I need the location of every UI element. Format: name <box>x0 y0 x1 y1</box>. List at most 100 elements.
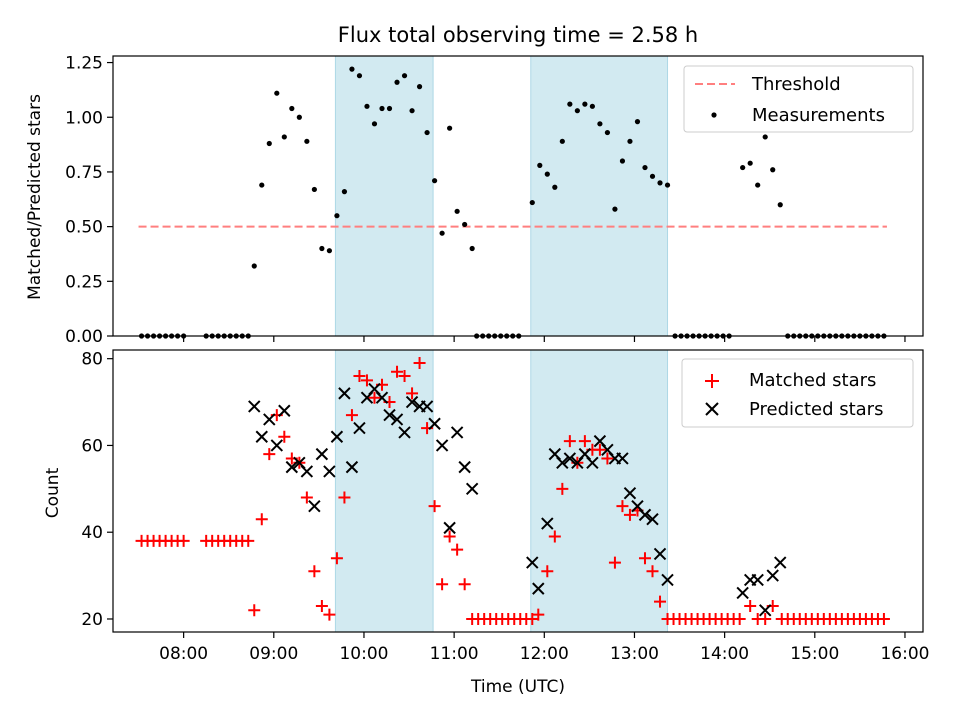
y-tick-label: 0.00 <box>65 327 103 347</box>
predicted-star-point <box>390 413 404 426</box>
measurement-point <box>311 186 317 193</box>
measurement-point <box>770 167 776 173</box>
y-tick-label: 1.25 <box>65 54 103 74</box>
predicted-star-point <box>751 573 764 587</box>
measurement-point <box>762 134 768 140</box>
measurement-point <box>642 164 648 171</box>
matched-star-point <box>353 370 366 383</box>
measurement-point <box>401 73 408 79</box>
matched-star-point <box>759 612 772 625</box>
measurement-point <box>462 221 468 228</box>
predicted-star-point <box>420 400 434 413</box>
predicted-star-point <box>623 486 637 500</box>
predicted-star-point <box>255 430 268 443</box>
matched-star-point <box>646 565 659 578</box>
measurement-point <box>319 245 325 252</box>
top-y-axis-label: Matched/Predicted stars <box>25 94 45 300</box>
measurement-point <box>431 178 438 184</box>
x-tick-label: 15:00 <box>790 644 839 664</box>
matched-star-point <box>541 565 554 578</box>
measurement-point <box>439 230 445 236</box>
matched-star-point <box>360 374 373 387</box>
matched-star-point <box>532 608 545 621</box>
measurement-point <box>544 171 550 177</box>
measurement-point <box>582 101 588 107</box>
measurement-point <box>304 138 310 144</box>
top-legend-box <box>683 65 914 133</box>
bottom-legend-box <box>681 358 914 428</box>
predicted-star-point <box>435 439 449 452</box>
x-tick-label: 12:00 <box>520 644 569 664</box>
predicted-star-point <box>345 460 359 474</box>
predicted-star-point <box>532 582 545 595</box>
x-tick-label: 16:00 <box>880 644 929 664</box>
matched-star-point <box>398 370 411 383</box>
observing-interval-band <box>530 55 669 337</box>
measurement-point <box>371 121 378 127</box>
predicted-star-point <box>248 400 261 413</box>
y-tick-label: 20 <box>81 610 103 630</box>
measurement-point <box>424 129 430 136</box>
predicted-star-point <box>774 556 787 569</box>
matched-star-point <box>526 612 539 625</box>
matched-star-point <box>177 534 190 547</box>
matched-star-point <box>300 491 313 504</box>
measurement-point <box>251 263 257 269</box>
measurement-point <box>334 213 340 219</box>
measurement-point <box>259 182 265 188</box>
matched-star-point <box>263 448 276 461</box>
matched-star-point <box>443 530 456 543</box>
y-tick-label: 60 <box>81 436 103 456</box>
measurement-point <box>634 119 641 125</box>
top-legend: Threshold Measurements <box>683 65 914 133</box>
measurement-point <box>567 101 573 107</box>
predicted-star-point <box>661 573 674 587</box>
matched-star-point <box>578 435 591 448</box>
matched-star-point <box>733 612 746 625</box>
bottom-y-axis-label: Count <box>43 467 63 518</box>
matched-star-point <box>345 409 358 422</box>
predicted-star-point <box>338 387 351 400</box>
measurement-point <box>289 105 295 112</box>
x-tick-label: 14:00 <box>700 644 749 664</box>
y-tick-label: 80 <box>81 350 103 370</box>
matched-star-point <box>338 491 351 504</box>
measurement-point <box>266 140 272 147</box>
observing-interval-band <box>530 349 669 633</box>
matched-star-point <box>428 500 441 513</box>
y-tick-label: 0.50 <box>65 218 103 238</box>
predicted-star-point <box>759 604 772 617</box>
measurement-point <box>612 206 618 212</box>
matched-star-point <box>368 391 381 404</box>
predicted-stars-points <box>248 382 787 617</box>
matched-star-point <box>601 452 614 465</box>
x-axis-label: Time (UTC) <box>470 677 565 697</box>
legend-predicted-swatch <box>705 402 719 416</box>
matched-star-point <box>877 612 890 625</box>
matched-star-point <box>608 556 621 569</box>
observing-interval-band <box>334 55 434 337</box>
measurement-point <box>447 125 453 131</box>
measurement-point <box>574 108 580 114</box>
matched-star-point <box>744 599 757 612</box>
y-tick-label: 40 <box>81 523 103 543</box>
legend-threshold-label: Threshold <box>751 74 841 95</box>
measurement-point <box>364 103 370 109</box>
predicted-star-point <box>541 517 554 530</box>
measurement-point <box>296 114 302 120</box>
matched-star-point <box>323 608 336 621</box>
measurement-point <box>604 129 611 136</box>
legend-matched-label: Matched stars <box>749 370 876 391</box>
measurement-point <box>552 184 558 190</box>
x-tick-label: 10:00 <box>339 644 388 664</box>
matched-star-point <box>451 543 464 556</box>
measurement-point <box>657 180 663 186</box>
measurement-point <box>469 245 475 252</box>
matched-star-point <box>315 599 328 612</box>
predicted-star-point <box>353 421 366 435</box>
predicted-star-point <box>443 521 456 535</box>
measurement-point <box>589 103 595 109</box>
matched-star-point <box>406 387 419 400</box>
predicted-star-point <box>556 456 569 470</box>
top-y-ticks: 0.00 0.25 0.50 0.75 1.00 1.25 <box>65 54 113 347</box>
